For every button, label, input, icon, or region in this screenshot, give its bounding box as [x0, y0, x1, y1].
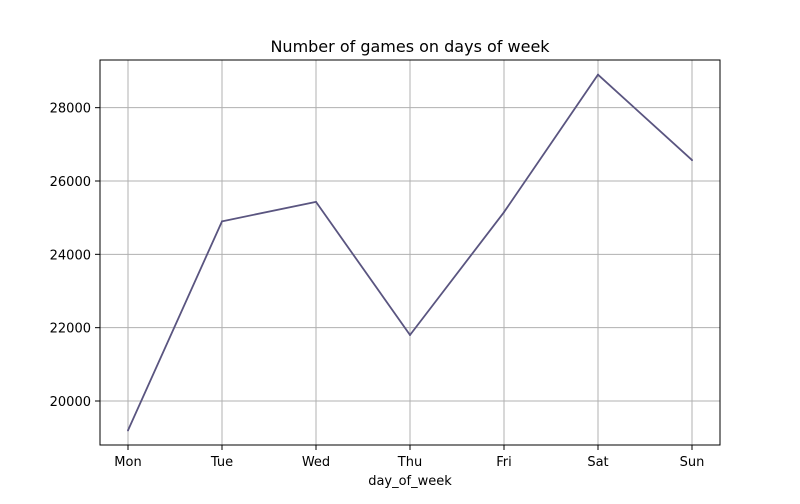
x-tick-label: Tue: [210, 455, 233, 470]
data-point: [503, 211, 505, 214]
x-axis-label: day_of_week: [368, 474, 452, 489]
data-point: [409, 334, 411, 336]
x-tick-label: Wed: [302, 455, 330, 470]
data-point: [597, 73, 599, 76]
ticks: Mon Tue Wed Thu Fri Sat Sun 20000 22000 24000 2600…: [50, 102, 705, 470]
data-point: [315, 200, 317, 203]
y-tick-label: 24000: [50, 248, 91, 263]
x-tick-label: Sun: [680, 455, 705, 470]
data-point: [691, 159, 693, 162]
chart-title: Number of games on days of week: [270, 37, 550, 56]
series-layer: [127, 73, 693, 432]
y-tick-label: 22000: [50, 322, 91, 337]
x-tick-label: Mon: [114, 455, 141, 470]
y-tick-label: 20000: [50, 395, 91, 410]
x-tick-label: Thu: [397, 455, 422, 470]
data-point: [127, 429, 129, 432]
y-tick-label: 26000: [50, 175, 91, 190]
x-tick-label: Fri: [496, 455, 512, 470]
x-tick-label: Sat: [587, 455, 608, 470]
y-tick-label: 28000: [50, 102, 91, 117]
data-point: [221, 220, 223, 223]
grid: [100, 60, 720, 445]
